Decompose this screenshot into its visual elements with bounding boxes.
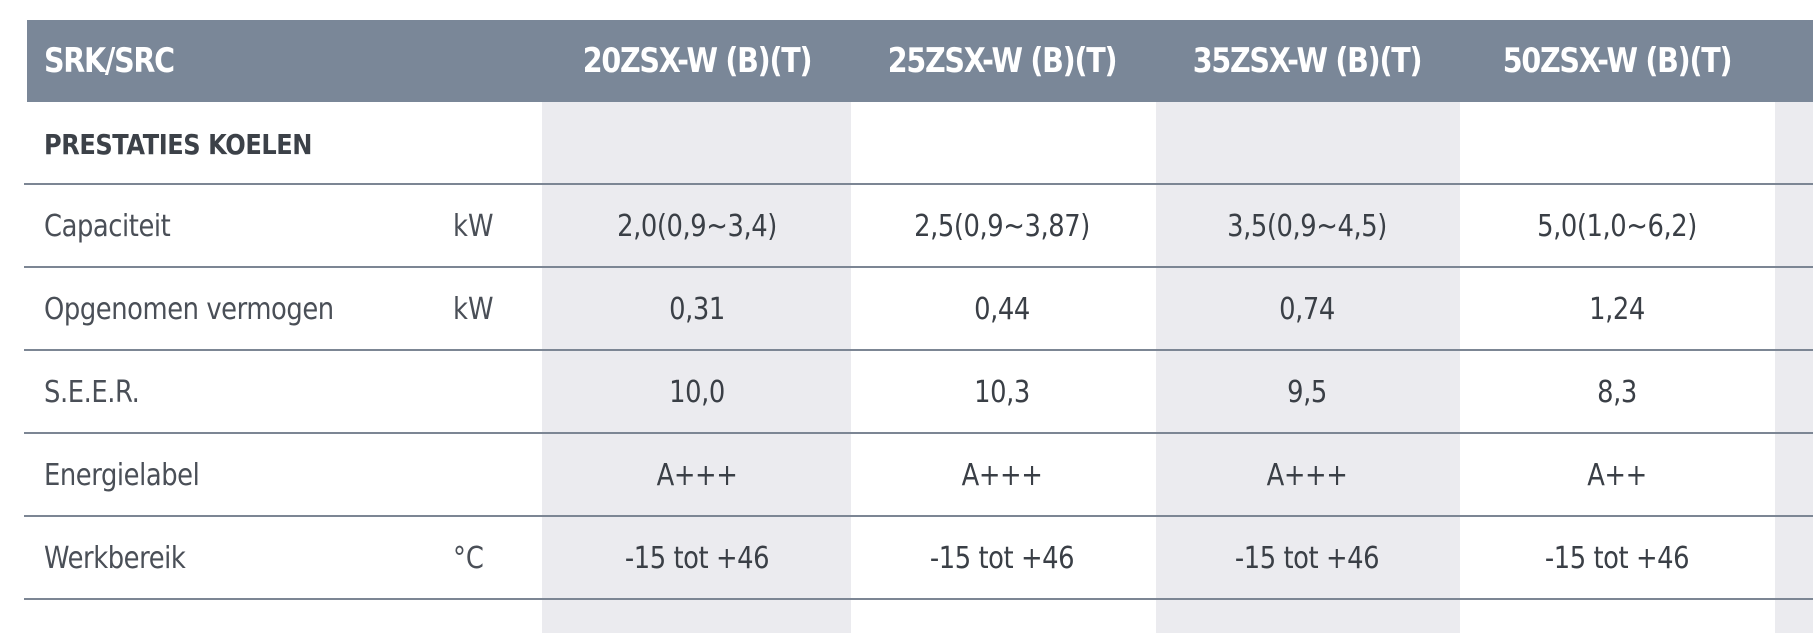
row-unit: kW	[453, 209, 494, 244]
column-stripe-5	[1775, 102, 1813, 633]
row-value: 0,74	[1279, 292, 1335, 327]
header-model-3: 35ZSX-W (B)(T)	[1192, 41, 1423, 81]
section-title: PRESTATIES KOELEN	[44, 128, 313, 161]
row-value: 2,5(0,9~3,87)	[914, 209, 1090, 244]
row-value: -15 tot +46	[624, 541, 770, 576]
row-value: 9,5	[1287, 375, 1327, 410]
table-row: S.E.E.R. 10,0 10,3 9,5 8,3	[0, 352, 1813, 434]
row-value: 5,0(1,0~6,2)	[1537, 209, 1697, 244]
table-header-bar	[27, 20, 1813, 102]
row-divider	[24, 349, 1813, 351]
row-label: Werkbereik	[44, 541, 186, 576]
row-value: 10,0	[669, 375, 725, 410]
row-divider	[24, 432, 1813, 434]
row-value: A+++	[1266, 458, 1348, 493]
row-divider	[24, 515, 1813, 517]
row-value: -15 tot +46	[1234, 541, 1380, 576]
row-value: 10,3	[974, 375, 1030, 410]
row-divider	[24, 598, 1813, 600]
row-value: 0,44	[974, 292, 1030, 327]
row-label: Capaciteit	[44, 209, 171, 244]
row-value: A+++	[656, 458, 738, 493]
column-stripe-1	[542, 102, 851, 633]
column-stripe-3	[1156, 102, 1460, 633]
row-label: S.E.E.R.	[44, 375, 140, 410]
row-value: 0,31	[669, 292, 725, 327]
row-unit: °C	[453, 541, 484, 576]
row-value: 8,3	[1597, 375, 1637, 410]
table-row: Opgenomen vermogen kW 0,31 0,44 0,74 1,2…	[0, 269, 1813, 351]
header-model-2: 25ZSX-W (B)(T)	[887, 41, 1118, 81]
table-row: Energielabel A+++ A+++ A+++ A++	[0, 435, 1813, 517]
header-model-1: 20ZSX-W (B)(T)	[582, 41, 813, 81]
row-value: 1,24	[1589, 292, 1645, 327]
header-model-4: 50ZSX-W (B)(T)	[1502, 41, 1733, 81]
row-value: 3,5(0,9~4,5)	[1227, 209, 1387, 244]
row-divider	[24, 266, 1813, 268]
row-label: Opgenomen vermogen	[44, 292, 334, 327]
table-row: Capaciteit kW 2,0(0,9~3,4) 2,5(0,9~3,87)…	[0, 186, 1813, 268]
row-value: -15 tot +46	[929, 541, 1075, 576]
section-row: PRESTATIES KOELEN	[0, 104, 1813, 186]
row-unit: kW	[453, 292, 494, 327]
row-label: Energielabel	[44, 458, 200, 493]
row-value: A+++	[961, 458, 1043, 493]
table-row: Werkbereik °C -15 tot +46 -15 tot +46 -1…	[0, 518, 1813, 600]
row-value: 2,0(0,9~3,4)	[617, 209, 777, 244]
header-label: SRK/SRC	[44, 41, 175, 81]
row-value: -15 tot +46	[1544, 541, 1690, 576]
row-divider	[24, 183, 1813, 185]
row-value: A++	[1587, 458, 1647, 493]
